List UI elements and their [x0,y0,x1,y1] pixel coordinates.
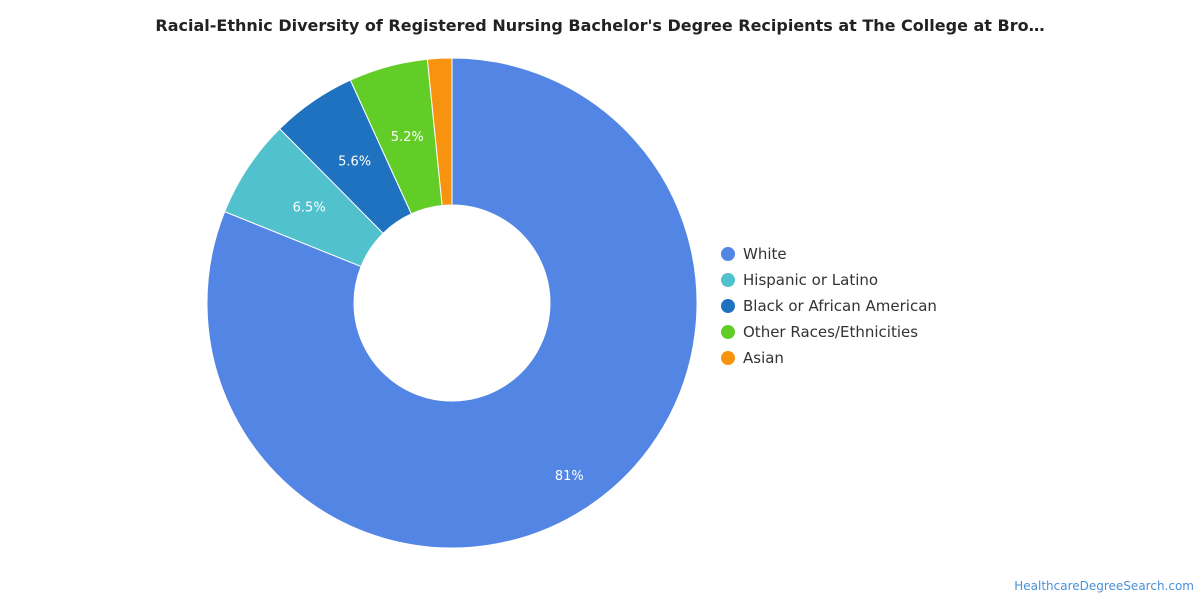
legend-swatch [721,247,735,261]
legend-item-black-or-african-american[interactable]: Black or African American [721,293,937,319]
legend-swatch [721,325,735,339]
legend-swatch [721,299,735,313]
pie-slice-asian[interactable] [426,57,453,207]
legend-swatch [721,351,735,365]
pie-slice-white[interactable] [206,57,698,549]
source-link[interactable]: HealthcareDegreeSearch.com [1014,579,1194,593]
chart-legend: White Hispanic or Latino Black or African … [721,241,937,371]
legend-label: White [743,245,787,263]
pie-slices [206,57,698,549]
data-label-black-or-african-american: 5.6% [338,154,371,169]
legend-item-white[interactable]: White [721,241,937,267]
legend-item-asian[interactable]: Asian [721,345,937,371]
legend-label: Black or African American [743,297,937,315]
legend-swatch [721,273,735,287]
legend-item-other-races-ethnicities[interactable]: Other Races/Ethnicities [721,319,937,345]
legend-label: Other Races/Ethnicities [743,323,919,341]
data-label-other-races-ethnicities: 5.2% [391,130,424,145]
legend-label: Hispanic or Latino [743,271,879,289]
data-label-hispanic-or-latino: 6.5% [293,201,326,216]
chart-title: Racial-Ethnic Diversity of Registered Nu… [155,16,1045,35]
pie-data-labels: 81% 6.5% 5.6% 5.2% [293,130,584,484]
data-label-white: 81% [555,469,584,484]
legend-item-hispanic-or-latino[interactable]: Hispanic or Latino [721,267,937,293]
legend-label: Asian [743,349,784,367]
